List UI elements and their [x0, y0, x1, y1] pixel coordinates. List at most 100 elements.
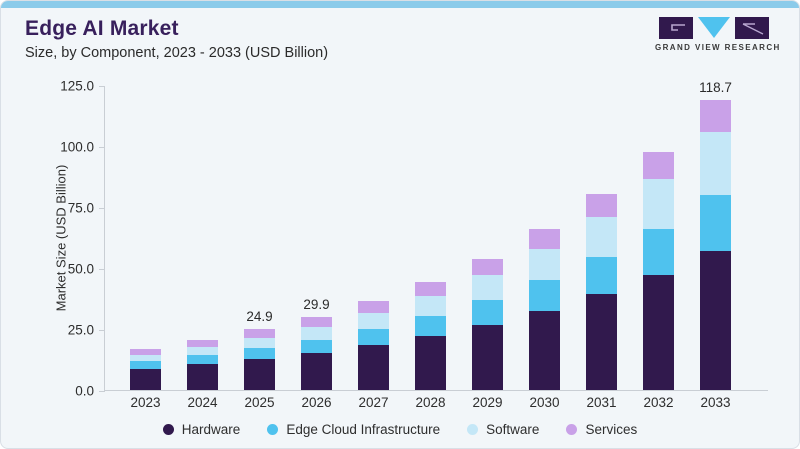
- bar-segment-software: [130, 354, 161, 362]
- page-title: Edge AI Market: [25, 17, 179, 40]
- bar-segment-hardware: [700, 250, 731, 390]
- y-tick-label: 0.0: [75, 383, 94, 399]
- bar-segment-edge-cloud-infrastructure: [586, 257, 617, 295]
- bar-value-label-2025: 24.9: [246, 309, 273, 325]
- legend-item-services: Services: [566, 422, 637, 437]
- y-tick-label: 100.0: [60, 139, 94, 155]
- bar-2031: [586, 194, 617, 390]
- bar-segment-edge-cloud-infrastructure: [301, 339, 332, 353]
- y-tick-label: 50.0: [67, 261, 94, 277]
- bar-2029: [472, 258, 503, 390]
- x-tick-label-2027: 2027: [358, 395, 389, 410]
- y-tick-mark: [99, 146, 105, 148]
- chart-header: Edge AI Market Size, by Component, 2023 …: [25, 17, 328, 61]
- bar-value-label-2033: 118.7: [699, 80, 732, 96]
- bar-segment-software: [700, 132, 731, 196]
- bar-segment-services: [358, 301, 389, 314]
- bar-segment-services: [529, 228, 560, 249]
- x-tick-label-2024: 2024: [187, 395, 218, 410]
- bar-segment-edge-cloud-infrastructure: [472, 300, 503, 325]
- bar-2028: [415, 282, 446, 390]
- x-tick-label-2026: 2026: [301, 395, 332, 410]
- x-tick-label-2028: 2028: [415, 395, 446, 410]
- legend-label: Services: [585, 422, 638, 437]
- y-tick-mark: [99, 390, 105, 392]
- bar-segment-services: [130, 348, 161, 355]
- chart-subtitle: Size, by Component, 2023 - 2033 (USD Bil…: [25, 45, 329, 61]
- bar-segment-software: [415, 296, 446, 317]
- logo-text: GRAND VIEW RESEARCH: [655, 43, 781, 52]
- y-tick-mark: [99, 268, 105, 270]
- y-tick-label: 125.0: [60, 78, 94, 94]
- bar-segment-hardware: [358, 345, 389, 390]
- bar-2023: [130, 348, 161, 390]
- x-tick-label-2031: 2031: [586, 395, 617, 410]
- bar-segment-software: [643, 178, 674, 229]
- legend-dot-icon: [467, 424, 479, 435]
- bar-segment-software: [301, 327, 332, 340]
- chart-legend: Hardware Edge Cloud Infrastructure Softwar…: [1, 422, 799, 437]
- legend-item-edge-cloud-infrastructure: Edge Cloud Infrastructure: [267, 422, 440, 437]
- bar-2027: [358, 301, 389, 390]
- legend-label: Hardware: [181, 422, 241, 437]
- legend-dot-icon: [566, 424, 578, 435]
- bar-segment-edge-cloud-infrastructure: [130, 361, 161, 369]
- legend-item-software: Software: [467, 422, 539, 437]
- bar-segment-software: [529, 248, 560, 281]
- x-tick-label-2023: 2023: [130, 395, 161, 410]
- bar-2024: [187, 340, 218, 390]
- bar-segment-edge-cloud-infrastructure: [700, 195, 731, 251]
- bar-segment-hardware: [415, 336, 446, 390]
- x-tick-label-2025: 2025: [244, 395, 275, 410]
- bar-segment-services: [415, 282, 446, 297]
- plot-area: 0.0 25.0 50.0 75.0 100.0 125.0 2023 2024 2025 24.…: [60, 79, 768, 410]
- bar-segment-edge-cloud-infrastructure: [187, 355, 218, 365]
- bar-segment-hardware: [586, 294, 617, 390]
- bar-segment-hardware: [244, 359, 275, 390]
- x-tick-label-2032: 2032: [643, 395, 674, 410]
- bar-value-label-2026: 29.9: [303, 297, 330, 313]
- bar-2033: [700, 100, 731, 390]
- bar-segment-hardware: [643, 274, 674, 390]
- y-tick-mark: [99, 329, 105, 331]
- y-tick-label: 25.0: [67, 322, 94, 338]
- bar-segment-software: [358, 313, 389, 330]
- top-accent-strip: [1, 1, 799, 8]
- legend-label: Edge Cloud Infrastructure: [286, 422, 441, 437]
- y-tick-mark: [99, 85, 105, 87]
- bar-segment-software: [472, 275, 503, 301]
- bar-segment-services: [472, 258, 503, 276]
- legend-dot-icon: [267, 424, 279, 435]
- bar-segment-services: [187, 340, 218, 348]
- bar-segment-hardware: [130, 368, 161, 390]
- bar-segment-services: [244, 329, 275, 339]
- x-tick-label-2033: 2033: [700, 395, 731, 410]
- bar-segment-services: [301, 317, 332, 328]
- bar-segment-software: [187, 347, 218, 356]
- bar-segment-hardware: [187, 364, 218, 390]
- bar-segment-hardware: [472, 324, 503, 390]
- legend-item-hardware: Hardware: [162, 422, 241, 437]
- x-tick-label-2029: 2029: [472, 395, 503, 410]
- bar-2032: [643, 151, 674, 390]
- legend-dot-icon: [162, 424, 174, 435]
- bar-segment-edge-cloud-infrastructure: [244, 348, 275, 360]
- gvr-logo-icon: [659, 17, 769, 39]
- bar-2030: [529, 228, 560, 390]
- bar-2025: [244, 329, 275, 390]
- bar-segment-services: [586, 194, 617, 218]
- grand-view-research-logo: GRAND VIEW RESEARCH: [655, 16, 781, 52]
- legend-label: Software: [486, 422, 540, 437]
- bar-2026: [301, 317, 332, 390]
- bar-segment-software: [586, 217, 617, 258]
- bar-segment-software: [244, 338, 275, 349]
- bar-segment-edge-cloud-infrastructure: [358, 329, 389, 346]
- y-axis-title: Market Size (USD Billion): [53, 164, 69, 312]
- bar-segment-hardware: [529, 310, 560, 390]
- bar-segment-hardware: [301, 352, 332, 390]
- bar-segment-edge-cloud-infrastructure: [415, 316, 446, 337]
- y-tick-mark: [99, 207, 105, 209]
- x-tick-label-2030: 2030: [529, 395, 560, 410]
- bar-segment-services: [643, 151, 674, 179]
